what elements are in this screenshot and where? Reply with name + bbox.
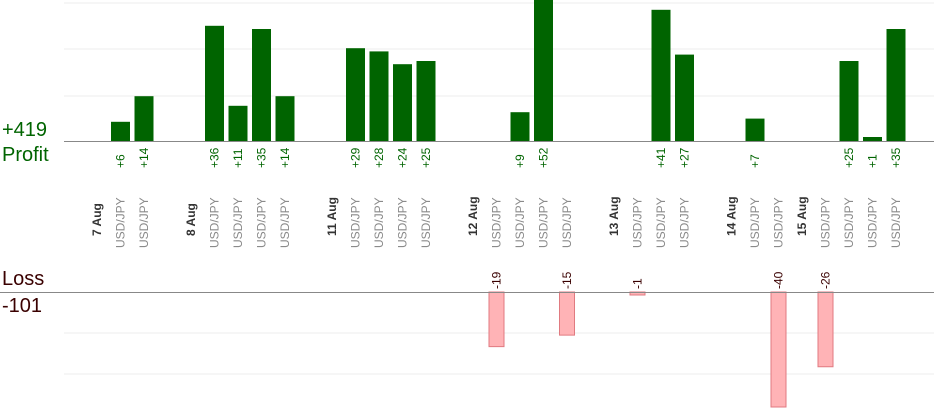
- loss-bar: [770, 291, 787, 408]
- pair-label: USD/JPY: [231, 197, 245, 248]
- pair-label: USD/JPY: [513, 197, 527, 248]
- loss-value-label: -40: [772, 271, 786, 289]
- pair-label: USD/JPY: [114, 197, 128, 248]
- loss-value-label: -1: [631, 278, 645, 289]
- pair-label: USD/JPY: [678, 197, 692, 248]
- loss-value-label: -15: [560, 271, 574, 289]
- loss-bar: [817, 291, 834, 368]
- loss-value-label: -26: [819, 271, 833, 289]
- pair-label: USD/JPY: [137, 197, 151, 248]
- pair-label: USD/JPY: [631, 197, 645, 248]
- date-label: 15 Aug: [795, 196, 809, 236]
- pair-label: USD/JPY: [560, 197, 574, 248]
- date-label: 11 Aug: [325, 197, 339, 236]
- profit-value-label: +41: [654, 147, 668, 168]
- profit-value-label: +35: [255, 147, 269, 168]
- pair-label: USD/JPY: [866, 197, 880, 248]
- profit-bar: [252, 29, 271, 141]
- profit-bar: [134, 96, 154, 141]
- pair-label: USD/JPY: [537, 197, 551, 248]
- pair-label: USD/JPY: [396, 197, 410, 248]
- profit-value-label: +29: [349, 147, 363, 168]
- pair-label: USD/JPY: [372, 197, 386, 248]
- pair-label: USD/JPY: [349, 197, 363, 248]
- profit-value-label: +35: [889, 147, 903, 168]
- profit-value-label: +27: [678, 147, 692, 168]
- pair-label: USD/JPY: [819, 197, 833, 248]
- profit-bar: [369, 51, 389, 141]
- date-label: 12 Aug: [466, 196, 480, 236]
- loss-label: Loss: [2, 268, 45, 290]
- profit-bar: [510, 112, 530, 141]
- profit-value-label: +14: [278, 147, 292, 168]
- profit-value-label: +7: [748, 154, 762, 168]
- profit-bar: [111, 121, 130, 141]
- loss-bar: [559, 291, 575, 336]
- pair-label: USD/JPY: [278, 197, 292, 248]
- date-label: 7 Aug: [90, 203, 104, 236]
- profit-bar: [863, 137, 882, 141]
- profit-value-label: +1: [866, 154, 880, 168]
- profit-bar: [228, 105, 248, 141]
- pair-label: USD/JPY: [490, 197, 504, 248]
- profit-value-label: +14: [137, 147, 151, 168]
- profit-value-label: +36: [208, 147, 222, 168]
- profit-value-label: +6: [114, 154, 128, 168]
- profit-bar: [205, 25, 224, 141]
- profit-value-label: +28: [372, 147, 386, 168]
- profit-bar: [651, 9, 671, 141]
- loss-bar: [488, 291, 505, 348]
- profit-bar: [886, 29, 906, 141]
- profit-label: Profit: [2, 144, 49, 166]
- loss-value-label: -19: [490, 271, 504, 289]
- pair-label: USD/JPY: [772, 197, 786, 248]
- date-label: 14 Aug: [725, 196, 739, 236]
- pair-label: USD/JPY: [208, 197, 222, 248]
- profit-value-label: +24: [396, 147, 410, 168]
- pair-label: USD/JPY: [255, 197, 269, 248]
- pair-label: USD/JPY: [842, 197, 856, 248]
- profit-value-label: +25: [842, 147, 856, 168]
- pair-label: USD/JPY: [748, 197, 762, 248]
- pair-label: USD/JPY: [419, 197, 433, 248]
- profit-value-label: +11: [231, 148, 245, 168]
- profit-value-label: +25: [419, 147, 433, 168]
- profit-bar: [393, 64, 412, 141]
- profit-bar: [275, 96, 295, 141]
- profit-bar: [346, 48, 365, 142]
- total-loss: -101: [2, 295, 43, 317]
- date-label: 13 Aug: [607, 196, 621, 236]
- date-label: 8 Aug: [184, 203, 198, 236]
- profit-bar: [675, 54, 694, 141]
- profit-bar: [534, 0, 553, 141]
- total-profit: +419: [2, 119, 48, 141]
- profit-bar: [745, 118, 765, 141]
- profit-bar: [416, 61, 436, 141]
- pair-label: USD/JPY: [889, 197, 903, 248]
- profit-value-label: +52: [537, 147, 551, 168]
- pair-label: USD/JPY: [654, 197, 668, 248]
- profit-bar: [839, 61, 859, 141]
- profit-value-label: +9: [513, 154, 527, 168]
